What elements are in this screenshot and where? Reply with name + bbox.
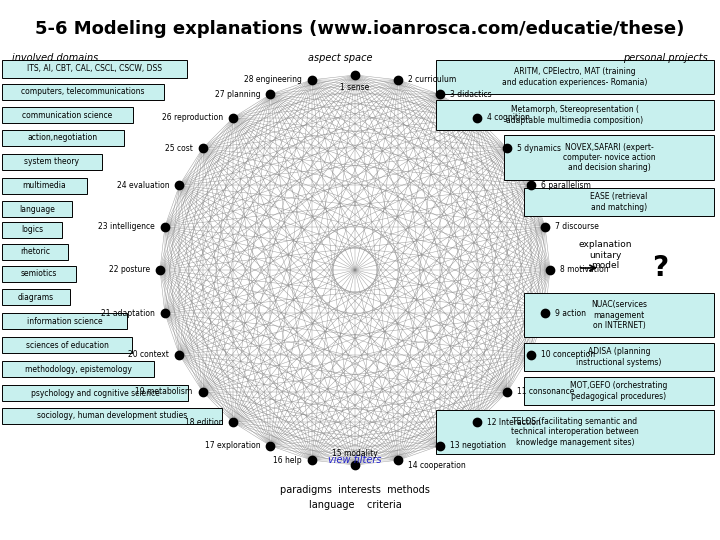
FancyBboxPatch shape: [2, 178, 87, 194]
FancyBboxPatch shape: [2, 313, 127, 329]
FancyBboxPatch shape: [524, 377, 714, 405]
Text: language    criteria: language criteria: [309, 500, 401, 510]
Text: NOVEX,SAFARI (expert-
computer- novice action
and decision sharing): NOVEX,SAFARI (expert- computer- novice a…: [563, 143, 655, 172]
Text: 9 action: 9 action: [555, 309, 586, 318]
FancyBboxPatch shape: [2, 408, 222, 424]
Text: 5 dynamics: 5 dynamics: [518, 144, 562, 153]
Text: 15 modality: 15 modality: [332, 449, 378, 457]
Text: multimedia: multimedia: [22, 181, 66, 191]
Text: communication science: communication science: [22, 111, 112, 119]
Text: ARITM, CPElectro, MAT (training
and education experiences- Romania): ARITM, CPElectro, MAT (training and educ…: [503, 68, 648, 87]
FancyBboxPatch shape: [436, 60, 714, 94]
FancyBboxPatch shape: [2, 289, 70, 305]
FancyBboxPatch shape: [524, 188, 714, 216]
Text: 19 metabolism: 19 metabolism: [135, 387, 192, 396]
Text: ADISA (planning
instructional systems): ADISA (planning instructional systems): [576, 347, 662, 367]
Text: language: language: [19, 205, 55, 213]
Text: 22 posture: 22 posture: [109, 266, 150, 274]
Text: MOT,GEFO (orchestrating
pedagogical procedures): MOT,GEFO (orchestrating pedagogical proc…: [570, 381, 667, 401]
FancyBboxPatch shape: [2, 266, 76, 282]
Text: methodology, epistemology: methodology, epistemology: [24, 364, 132, 374]
Text: 1 sense: 1 sense: [341, 83, 369, 91]
Text: 12 Interaction: 12 Interaction: [487, 418, 540, 427]
Text: 8 motivation: 8 motivation: [560, 266, 608, 274]
FancyBboxPatch shape: [2, 130, 124, 146]
Text: system theory: system theory: [24, 158, 79, 166]
Text: logics: logics: [21, 226, 43, 234]
FancyBboxPatch shape: [2, 107, 133, 123]
Text: 20 context: 20 context: [128, 350, 169, 359]
Text: semiotics: semiotics: [21, 269, 57, 279]
FancyBboxPatch shape: [504, 135, 714, 180]
FancyBboxPatch shape: [2, 60, 187, 78]
Text: explanation
unitary
model: explanation unitary model: [578, 240, 631, 270]
Text: TELOS (facilitating semantic and
technical interoperation between
knowledge mana: TELOS (facilitating semantic and technic…: [511, 417, 639, 447]
Text: computers, telecommunications: computers, telecommunications: [22, 87, 145, 97]
Text: 25 cost: 25 cost: [165, 144, 192, 153]
Text: sciences of education: sciences of education: [26, 341, 109, 349]
Text: 11 consonance: 11 consonance: [518, 387, 575, 396]
FancyBboxPatch shape: [524, 343, 714, 371]
Text: aspect space: aspect space: [307, 53, 372, 63]
FancyBboxPatch shape: [436, 410, 714, 454]
FancyBboxPatch shape: [2, 337, 132, 353]
Text: 4 cognition: 4 cognition: [487, 113, 529, 122]
FancyBboxPatch shape: [2, 361, 154, 377]
Text: 2 curriculum: 2 curriculum: [408, 76, 456, 84]
Text: 10 conception: 10 conception: [541, 350, 595, 359]
Text: 5-6 Modeling explanations (www.ioanrosca.com/educatie/these): 5-6 Modeling explanations (www.ioanrosca…: [35, 20, 685, 38]
Text: 13 negotiation: 13 negotiation: [449, 441, 505, 450]
FancyBboxPatch shape: [436, 100, 714, 130]
Text: psychology and cognitive science: psychology and cognitive science: [31, 388, 159, 397]
FancyBboxPatch shape: [2, 201, 72, 217]
Text: EASE (retrieval
and matching): EASE (retrieval and matching): [590, 192, 648, 212]
Text: involved domains: involved domains: [12, 53, 98, 63]
Text: 17 exploration: 17 exploration: [204, 441, 261, 450]
Text: rhetoric: rhetoric: [20, 247, 50, 256]
Text: personal projects: personal projects: [624, 53, 708, 63]
Text: information science: information science: [27, 316, 102, 326]
Text: 21 adaptation: 21 adaptation: [101, 309, 155, 318]
Text: 27 planning: 27 planning: [215, 90, 261, 99]
FancyBboxPatch shape: [524, 293, 714, 337]
Text: paradigms  interests  methods: paradigms interests methods: [280, 485, 430, 495]
Text: 23 intelligence: 23 intelligence: [98, 222, 155, 231]
Text: ?: ?: [652, 254, 668, 282]
Text: 18 edition: 18 edition: [185, 418, 223, 427]
Text: sociology, human development studies: sociology, human development studies: [37, 411, 187, 421]
Text: action,negotiation: action,negotiation: [28, 133, 98, 143]
Text: 3 didactics: 3 didactics: [449, 90, 491, 99]
Text: 7 discourse: 7 discourse: [555, 222, 599, 231]
Text: 24 evaluation: 24 evaluation: [117, 181, 169, 190]
Text: view filters: view filters: [328, 455, 382, 465]
FancyBboxPatch shape: [2, 154, 102, 170]
Text: 14 cooperation: 14 cooperation: [408, 461, 466, 470]
Text: 6 parallelism: 6 parallelism: [541, 181, 590, 190]
FancyBboxPatch shape: [2, 84, 164, 100]
FancyBboxPatch shape: [2, 222, 62, 238]
FancyBboxPatch shape: [2, 244, 68, 260]
Text: ITS, AI, CBT, CAL, CSCL, CSCW, DSS: ITS, AI, CBT, CAL, CSCL, CSCW, DSS: [27, 64, 162, 73]
Text: diagrams: diagrams: [18, 293, 54, 301]
Text: Metamorph, Stereopresentation (
adaptable multimedia composition): Metamorph, Stereopresentation ( adaptabl…: [506, 105, 644, 125]
Text: 16 help: 16 help: [273, 456, 302, 464]
Text: 28 engineering: 28 engineering: [244, 76, 302, 84]
FancyBboxPatch shape: [2, 385, 188, 401]
Text: 26 reproduction: 26 reproduction: [162, 113, 223, 122]
Text: NUAC(services
management
on INTERNET): NUAC(services management on INTERNET): [591, 300, 647, 330]
